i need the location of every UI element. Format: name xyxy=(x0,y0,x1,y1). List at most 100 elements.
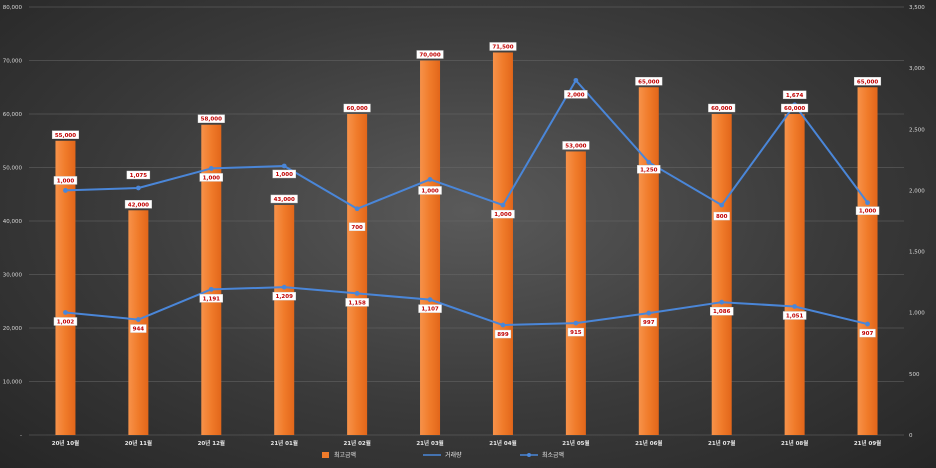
data-label-box xyxy=(126,170,151,180)
y-left-tick-label: 60,000 xyxy=(3,112,23,118)
data-label: 1,250 xyxy=(640,167,658,173)
bar xyxy=(201,124,222,435)
line-point xyxy=(646,310,652,316)
y-left-tick-label: 20,000 xyxy=(3,326,23,332)
data-label: 60,000 xyxy=(711,106,732,112)
x-tick-label: 21년 02월 xyxy=(343,439,370,447)
x-tick-label: 21년 08월 xyxy=(781,439,808,447)
data-label-box xyxy=(416,50,444,59)
y-right-tick-label: 2,500 xyxy=(909,127,925,133)
line-point xyxy=(792,304,798,309)
data-label: 1,107 xyxy=(421,307,439,313)
line-point xyxy=(354,206,360,212)
data-label: 1,000 xyxy=(276,172,294,178)
data-label-box xyxy=(859,328,876,338)
data-label-box xyxy=(345,298,369,307)
data-label: 800 xyxy=(716,214,728,220)
line-point xyxy=(573,320,579,326)
y-left-tick-label: 30,000 xyxy=(3,273,23,279)
y-left-tick-label: 50,000 xyxy=(3,166,23,172)
data-label-box xyxy=(640,317,657,327)
volume-line xyxy=(65,286,868,327)
line-point xyxy=(281,284,287,290)
legend-label: 최고금액 xyxy=(334,451,356,459)
data-label: 1,000 xyxy=(494,212,512,218)
y-right-tick-label: 1,000 xyxy=(909,311,925,317)
data-label: 60,000 xyxy=(347,106,368,112)
data-label: 55,000 xyxy=(55,133,76,139)
y-right-tick-label: 1,500 xyxy=(909,250,925,256)
data-label: 944 xyxy=(133,327,145,333)
x-tick-label: 21년 05월 xyxy=(562,439,589,447)
data-label-box xyxy=(637,165,661,174)
data-label-box xyxy=(782,311,807,320)
data-label-box xyxy=(491,209,515,219)
data-label-box xyxy=(270,194,298,204)
legend: 최고금액 거래량 최소금액 xyxy=(322,451,564,459)
data-label-box xyxy=(53,176,78,185)
data-label-box xyxy=(272,169,296,179)
data-label-box xyxy=(124,200,152,209)
y-left-tick-label: - xyxy=(20,433,22,439)
data-label-box xyxy=(51,130,79,139)
x-tick-label: 20년 12월 xyxy=(198,439,225,447)
data-label: 1,000 xyxy=(421,188,439,194)
data-label: 60,000 xyxy=(784,106,805,112)
data-label: 700 xyxy=(351,225,363,231)
bar xyxy=(638,87,659,435)
y-left-tick-label: 40,000 xyxy=(3,219,23,225)
line-point xyxy=(719,299,725,305)
x-tick-label: 21년 06월 xyxy=(635,439,662,447)
data-label: 65,000 xyxy=(857,79,878,85)
y-right-tick-label: 500 xyxy=(909,372,920,378)
data-labels: 55,000 42,000 58,000 43,000 60,000 70,000 71,5… xyxy=(51,42,882,339)
data-label-box xyxy=(854,77,882,86)
x-tick-label: 20년 10월 xyxy=(52,439,79,447)
data-label: 53,000 xyxy=(565,143,586,149)
data-label-box xyxy=(710,306,734,316)
bar xyxy=(565,151,586,435)
legend-swatch-bar xyxy=(322,452,329,458)
data-label-box xyxy=(489,42,517,51)
data-label-box xyxy=(418,304,442,313)
data-label: 58,000 xyxy=(201,117,222,123)
data-label-box xyxy=(130,324,147,333)
line-point xyxy=(208,166,214,171)
x-tick-label: 20년 11월 xyxy=(125,439,152,447)
bar xyxy=(420,60,441,435)
data-label: 43,000 xyxy=(274,197,295,203)
data-label-box xyxy=(349,222,366,231)
data-label-box xyxy=(564,90,588,99)
bar xyxy=(857,87,878,435)
y-left-tick-label: 10,000 xyxy=(3,380,23,386)
data-label: 907 xyxy=(862,331,874,337)
data-label: 997 xyxy=(643,320,655,326)
data-label: 65,000 xyxy=(638,79,659,85)
data-label: 915 xyxy=(570,330,582,336)
data-label: 70,000 xyxy=(419,53,440,59)
line-point xyxy=(354,290,360,296)
bar xyxy=(347,114,368,435)
y-right-tick-label: 3,500 xyxy=(909,5,925,11)
data-label: 1,000 xyxy=(57,178,75,184)
line-point xyxy=(719,202,725,208)
line-point xyxy=(208,286,214,292)
data-label: 1,000 xyxy=(203,175,221,181)
gridlines xyxy=(29,6,904,436)
data-label-box xyxy=(713,211,730,221)
data-label: 1,002 xyxy=(57,319,75,325)
data-label: 1,000 xyxy=(859,209,877,215)
line-point xyxy=(427,177,433,182)
y-right-tick-label: 3,000 xyxy=(909,66,925,72)
data-label: 1,051 xyxy=(786,313,804,319)
data-label-box xyxy=(418,186,442,195)
legend-label: 거래량 xyxy=(445,451,462,459)
line-point xyxy=(281,163,287,169)
data-label: 71,500 xyxy=(492,44,513,50)
data-label-box xyxy=(562,141,590,150)
x-tick-label: 21년 04월 xyxy=(489,439,516,447)
data-label: 1,075 xyxy=(130,173,148,179)
bar xyxy=(711,114,732,435)
data-label: 42,000 xyxy=(128,202,149,208)
data-label: 1,086 xyxy=(713,309,731,315)
